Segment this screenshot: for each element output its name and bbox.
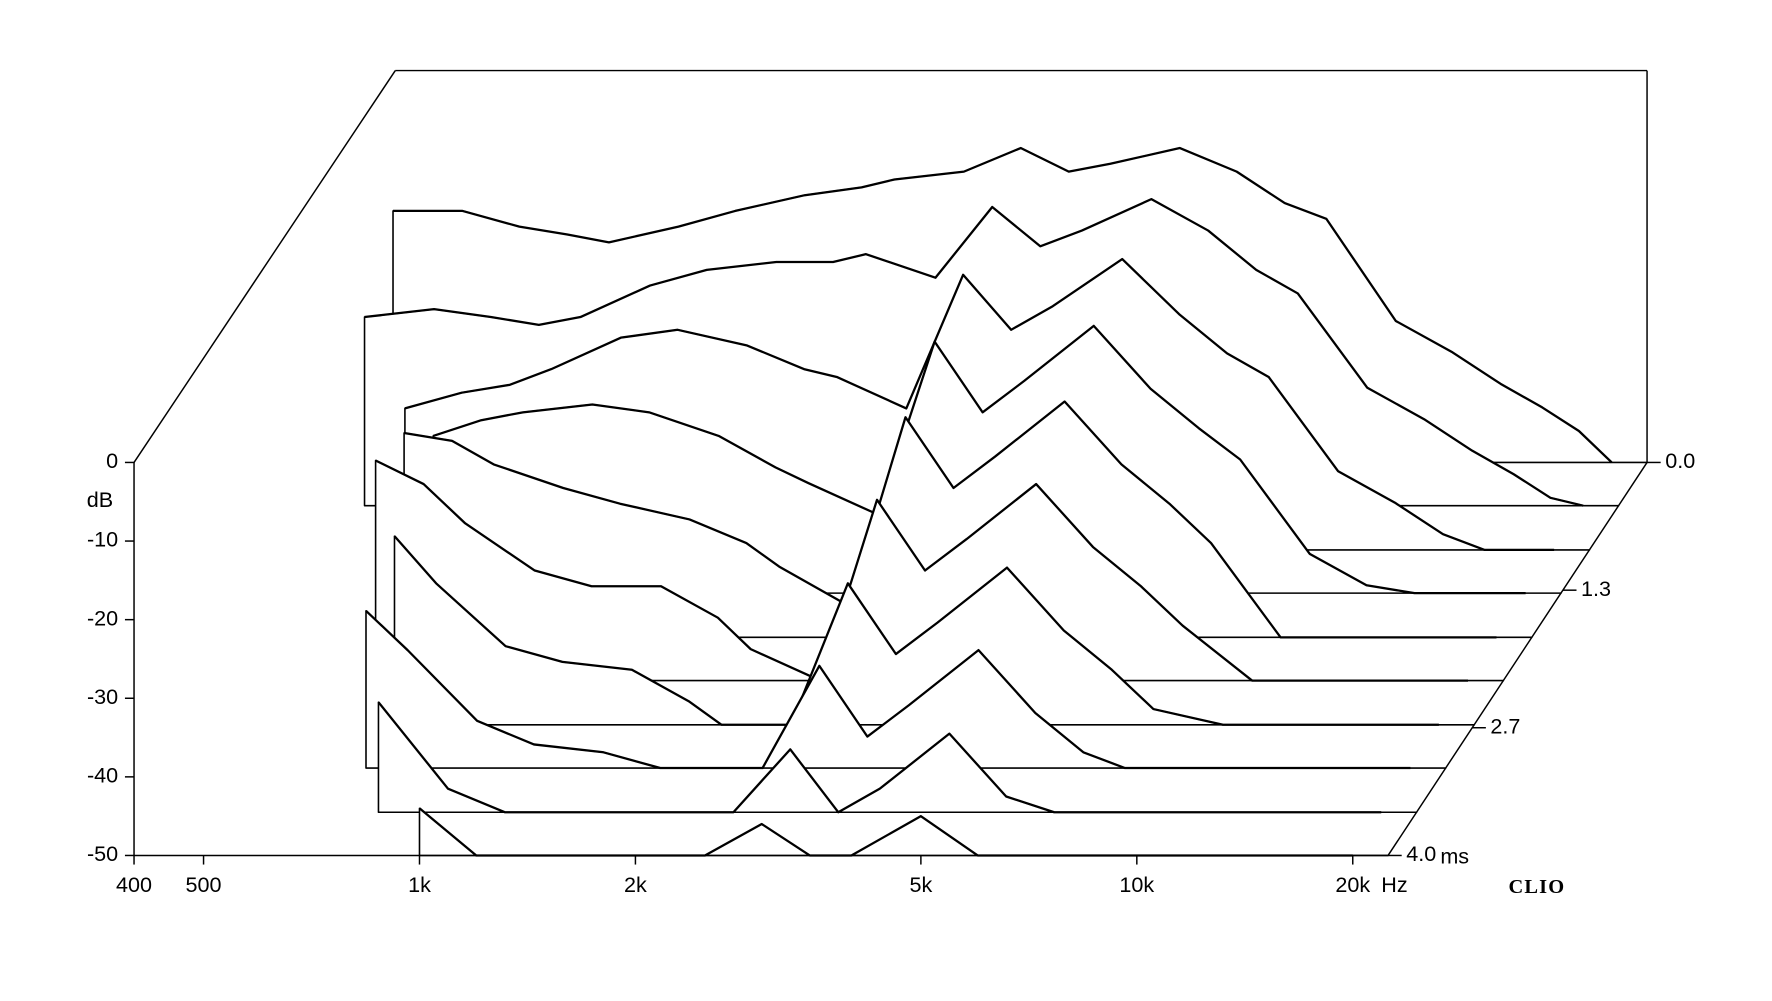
watermark: CLIO xyxy=(1508,876,1565,898)
slice-line xyxy=(377,701,1382,814)
x-label: Hz xyxy=(1381,872,1407,897)
z-tick-label: 4.0 xyxy=(1406,841,1436,866)
z-tick-label: 1.3 xyxy=(1581,576,1611,601)
x-tick-label: 5k xyxy=(909,872,932,897)
x-tick-label: 400 xyxy=(116,872,152,897)
z-tick-label: 2.7 xyxy=(1490,713,1520,738)
slice-line xyxy=(404,257,1555,552)
x-tick-label: 500 xyxy=(186,872,222,897)
slice-line xyxy=(432,324,1526,595)
z-tick-label: 0.0 xyxy=(1665,448,1695,473)
slice-line xyxy=(393,535,1439,726)
x-tick-label: 2k xyxy=(624,872,647,897)
slice-line xyxy=(403,400,1497,639)
slices xyxy=(363,146,1648,857)
frame xyxy=(133,70,396,463)
y-tick-label: 0 xyxy=(106,448,118,473)
x-tick-label: 20k xyxy=(1335,872,1370,897)
slice-line xyxy=(375,459,1469,682)
slice-line xyxy=(364,197,1584,507)
y-label: dB xyxy=(87,487,113,512)
slice-line xyxy=(418,807,1353,857)
x-tick-label: 1k xyxy=(408,872,431,897)
slice-fill xyxy=(418,807,1389,857)
slice-line xyxy=(365,609,1411,770)
z-label: ms xyxy=(1440,843,1469,868)
x-tick-label: 10k xyxy=(1119,872,1154,897)
y-tick-label: -20 xyxy=(87,605,118,630)
y-tick-label: -40 xyxy=(87,763,118,788)
y-tick-label: -30 xyxy=(87,684,118,709)
slice-line xyxy=(393,146,1613,464)
z-axis xyxy=(1387,462,1648,856)
y-tick-label: -10 xyxy=(87,527,118,552)
y-tick-label: -50 xyxy=(87,841,118,866)
